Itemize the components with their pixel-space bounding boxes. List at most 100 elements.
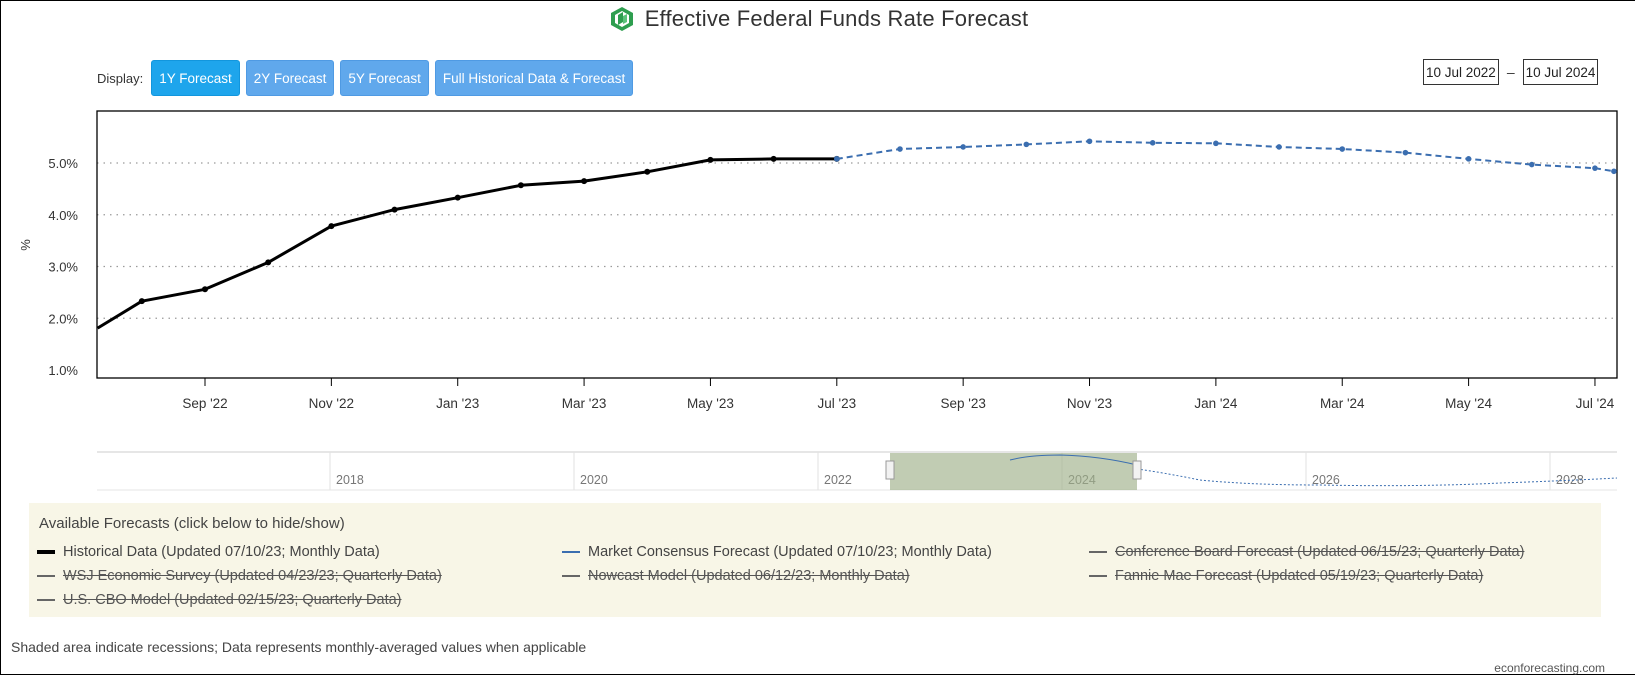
navigator-year-label: 2018 — [336, 473, 364, 487]
x-tick-label: Sep '22 — [182, 396, 227, 411]
navigator-year-label: 2020 — [580, 473, 608, 487]
legend-label: WSJ Economic Survey (Updated 04/23/23; Q… — [63, 568, 442, 584]
2y-forecast-button[interactable]: 2Y Forecast — [245, 60, 335, 96]
forecast-data-point[interactable] — [960, 144, 966, 150]
y-axis-label: % — [18, 239, 33, 251]
historical-data-point[interactable] — [328, 223, 335, 230]
legend-item-nowcast[interactable]: Nowcast Model (Updated 06/12/23; Monthly… — [562, 568, 910, 584]
y-tick-label: 4.0% — [48, 208, 78, 223]
forecast-data-point[interactable] — [897, 146, 903, 152]
legend-item-conference-board[interactable]: Conference Board Forecast (Updated 06/15… — [1089, 544, 1524, 560]
navigator[interactable]: 201820202022202420262028 — [97, 451, 1618, 491]
navigator-forecast-line — [1136, 468, 1618, 487]
grid-lines — [97, 162, 1617, 319]
legend-label: Fannie Mae Forecast (Updated 05/19/23; Q… — [1115, 568, 1484, 584]
forecast-data-point[interactable] — [1213, 140, 1219, 147]
legend-item-fannie-mae[interactable]: Fannie Mae Forecast (Updated 05/19/23; Q… — [1089, 568, 1483, 584]
5y-forecast-button[interactable]: 5Y Forecast — [340, 60, 429, 96]
x-tick-label: Jul '23 — [817, 396, 856, 411]
x-tick-label: Jan '23 — [436, 396, 479, 411]
range-from-input[interactable]: 10 Jul 2022 — [1423, 59, 1499, 85]
historical-data-point[interactable] — [517, 182, 524, 189]
range-separator: – — [1506, 64, 1515, 80]
historical-data-point[interactable] — [581, 178, 588, 185]
forecast-data-point[interactable] — [1611, 168, 1617, 175]
legend-label: Nowcast Model (Updated 06/12/23; Monthly… — [588, 568, 910, 584]
legend-swatch — [1089, 551, 1107, 553]
legend-panel: Available Forecasts (click below to hide… — [29, 503, 1601, 617]
plot-area — [96, 110, 1618, 379]
series-group — [96, 138, 1617, 330]
forecast-data-point[interactable] — [1276, 144, 1282, 150]
x-tick-label: May '24 — [1445, 396, 1492, 411]
forecast-data-point[interactable] — [1149, 140, 1156, 146]
display-controls: Display: 1Y Forecast 2Y Forecast 5Y Fore… — [97, 60, 634, 96]
legend-item-market-consensus[interactable]: Market Consensus Forecast (Updated 07/10… — [562, 544, 992, 560]
historical-data-point[interactable] — [265, 259, 272, 266]
forecast-data-point[interactable] — [1339, 146, 1346, 152]
navigator-year-label: 2026 — [1312, 473, 1340, 487]
forecast-data-point[interactable] — [1023, 141, 1030, 148]
forecast-series-line — [836, 140, 1615, 173]
navigator-history-line — [1009, 454, 1138, 466]
forecast-data-point[interactable] — [1528, 161, 1535, 168]
historical-data-point[interactable] — [707, 156, 714, 163]
brand-logo-icon — [610, 7, 633, 31]
legend-item-wsj[interactable]: WSJ Economic Survey (Updated 04/23/23; Q… — [37, 568, 442, 584]
legend-item-cbo[interactable]: U.S. CBO Model (Updated 02/15/23; Quarte… — [37, 592, 402, 608]
navigator-year-label: 2028 — [1556, 473, 1584, 487]
y-tick-label: 1.0% — [48, 363, 78, 378]
chart-title: Effective Federal Funds Rate Forecast — [644, 6, 1029, 31]
historical-series-line — [96, 157, 837, 330]
historical-data-point[interactable] — [770, 155, 777, 162]
x-tick-label: Mar '24 — [1320, 396, 1365, 411]
forecast-data-point[interactable] — [1402, 149, 1409, 156]
legend-label: Market Consensus Forecast (Updated 07/10… — [588, 544, 992, 560]
footnote: Shaded area indicate recessions; Data re… — [11, 639, 587, 655]
x-tick-label: Jan '24 — [1194, 396, 1238, 411]
y-tick-label: 2.0% — [48, 311, 78, 326]
historical-data-point[interactable] — [138, 298, 145, 305]
legend-swatch — [37, 599, 55, 601]
x-tick-label: May '23 — [687, 396, 734, 411]
y-axis-ticks: 1.0% 2.0% 3.0% 4.0% 5.0% — [48, 156, 78, 378]
x-tick-label: Nov '23 — [1067, 396, 1112, 411]
forecast-data-point[interactable] — [1592, 165, 1598, 171]
x-tick-label: Nov '22 — [309, 396, 354, 411]
legend-swatch — [1089, 575, 1107, 577]
legend-swatch — [562, 551, 580, 553]
forecast-data-point[interactable] — [1465, 156, 1472, 162]
credit-link[interactable]: econforecasting.com — [1494, 661, 1605, 675]
y-tick-label: 3.0% — [48, 260, 78, 275]
1y-forecast-button[interactable]: 1Y Forecast — [151, 60, 240, 96]
x-tick-label: Mar '23 — [562, 396, 607, 411]
range-to-input[interactable]: 10 Jul 2024 — [1522, 59, 1599, 85]
historical-data-point[interactable] — [202, 286, 208, 293]
line-chart: 1.0% 2.0% 3.0% 4.0% 5.0% Sep '22 Nov '22 Jan '… — [18, 110, 1618, 491]
display-label: Display: — [97, 70, 144, 86]
legend-item-historical[interactable]: Historical Data (Updated 07/10/23; Month… — [37, 544, 380, 560]
legend-swatch — [37, 550, 55, 554]
legend-label: Historical Data (Updated 07/10/23; Month… — [63, 544, 380, 560]
legend-label: Conference Board Forecast (Updated 06/15… — [1115, 544, 1525, 560]
historical-data-point[interactable] — [454, 194, 461, 201]
title-row: Effective Federal Funds Rate Forecast — [0, 6, 1637, 32]
x-tick-label: Sep '23 — [940, 396, 985, 411]
historical-data-point[interactable] — [644, 168, 651, 175]
x-tick-label: Jul '24 — [1576, 396, 1615, 411]
navigator-left-handle[interactable] — [885, 460, 895, 480]
legend-title: Available Forecasts (click below to hide… — [39, 515, 345, 532]
legend-label: U.S. CBO Model (Updated 02/15/23; Quarte… — [63, 592, 402, 608]
forecast-data-point[interactable] — [834, 156, 840, 162]
navigator-right-handle[interactable] — [1132, 460, 1142, 480]
y-tick-label: 5.0% — [48, 156, 78, 171]
forecast-data-point[interactable] — [1086, 138, 1093, 145]
x-axis-ticks: Sep '22 Nov '22 Jan '23 Mar '23 May '23 Jul '… — [182, 378, 1615, 411]
date-range: 10 Jul 2022 – 10 Jul 2024 — [1423, 59, 1599, 85]
legend-swatch — [37, 575, 55, 577]
historical-data-point[interactable] — [391, 206, 398, 213]
navigator-year-label: 2022 — [824, 473, 852, 487]
full-history-button[interactable]: Full Historical Data & Forecast — [434, 60, 634, 96]
legend-swatch — [562, 575, 580, 577]
